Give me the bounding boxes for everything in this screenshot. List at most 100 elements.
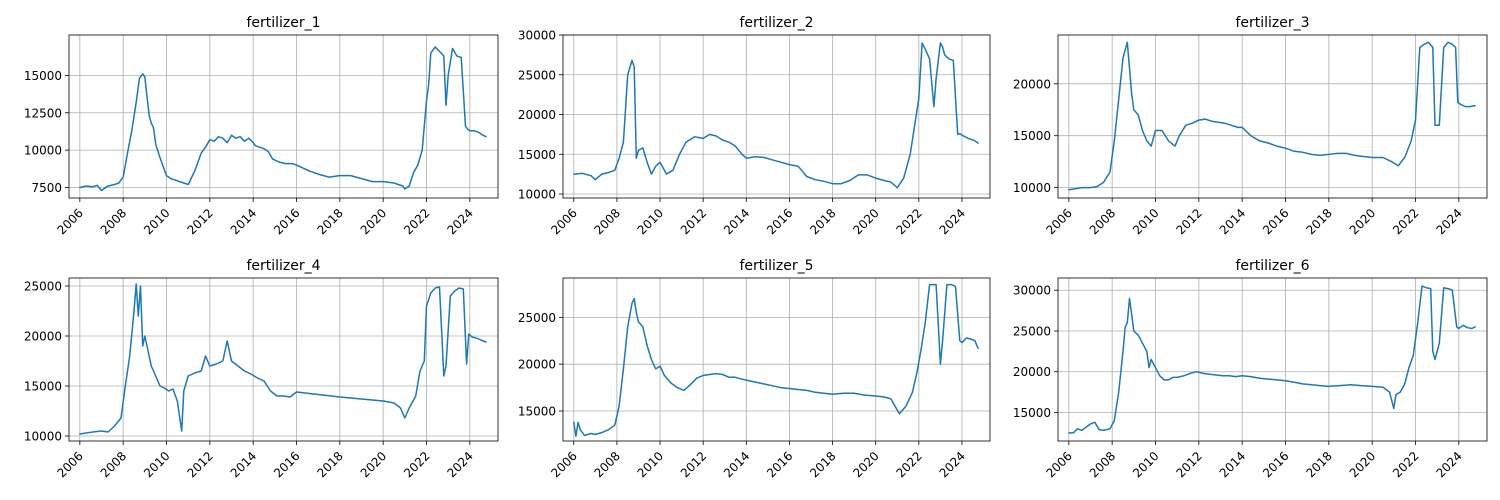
x-tick-label: 2014 [721, 449, 752, 480]
subplot-2: 2006 2008 2010 2012 2014 2016 2018 2020 2022 2024… [518, 15, 991, 237]
y-tick-label: 20000 [518, 108, 556, 122]
series-line [573, 42, 979, 189]
y-tick-label: 10000 [24, 430, 62, 444]
x-tick-label: 2020 [850, 206, 881, 237]
series-line [79, 46, 487, 192]
y-tick-label: 15000 [1013, 129, 1051, 143]
y-tick-label: 20000 [1013, 77, 1051, 91]
y-tick-label: 15000 [518, 405, 556, 419]
x-tick-label: 2006 [54, 206, 85, 237]
series-line [573, 283, 979, 438]
y-tick-label: 15000 [518, 148, 556, 162]
x-tick-label: 2014 [228, 449, 259, 480]
subplot-3: 2006 2008 2010 2012 2014 2016 2018 2020 2022 2024… [1013, 15, 1488, 237]
subplot-1: 2006 2008 2010 2012 2014 2016 2018 2020 2022 2024… [24, 15, 499, 237]
x-tick-label: 2014 [228, 206, 259, 237]
x-tick-label: 2018 [314, 449, 345, 480]
axes-frame [1057, 34, 1488, 199]
x-tick-label: 2014 [1217, 206, 1248, 237]
y-tick-label: 25000 [1013, 324, 1051, 338]
axes-frame [1057, 277, 1488, 442]
y-tick-label: 20000 [24, 330, 62, 344]
x-tick-label: 2008 [592, 449, 623, 480]
x-tick-label: 2022 [401, 449, 432, 480]
subplot-title: fertilizer_4 [246, 258, 320, 274]
x-tick-label: 2022 [401, 206, 432, 237]
x-tick-label: 2024 [937, 206, 968, 237]
x-tick-label: 2010 [141, 206, 172, 237]
y-tick-label: 10000 [24, 144, 62, 158]
y-tick-label: 25000 [518, 68, 556, 82]
y-tick-label: 7500 [31, 181, 62, 195]
x-tick-label: 2024 [444, 449, 475, 480]
x-tick-label: 2008 [98, 206, 129, 237]
subplot-5: 2006 2008 2010 2012 2014 2016 2018 2020 2022 2024… [518, 258, 991, 480]
subplot-title: fertilizer_6 [1235, 258, 1309, 274]
axes-frame [68, 277, 499, 442]
x-tick-label: 2016 [271, 206, 302, 237]
axes-frame [68, 34, 499, 199]
x-tick-label: 2012 [184, 449, 215, 480]
x-tick-label: 2006 [1043, 206, 1074, 237]
x-tick-label: 2006 [548, 206, 579, 237]
x-tick-label: 2016 [271, 449, 302, 480]
x-tick-label: 2016 [764, 449, 795, 480]
x-tick-label: 2012 [184, 206, 215, 237]
x-tick-label: 2014 [721, 206, 752, 237]
x-tick-label: 2022 [893, 206, 924, 237]
x-tick-label: 2018 [314, 206, 345, 237]
subplot-title: fertilizer_1 [246, 15, 320, 31]
subplot-title: fertilizer_5 [739, 258, 813, 274]
y-tick-label: 20000 [1013, 365, 1051, 379]
x-tick-label: 2010 [635, 206, 666, 237]
x-tick-label: 2012 [678, 449, 709, 480]
x-tick-label: 2022 [1390, 206, 1421, 237]
y-tick-label: 15000 [1013, 406, 1051, 420]
x-tick-label: 2010 [1130, 449, 1161, 480]
subplot-title: fertilizer_2 [739, 15, 813, 31]
y-tick-label: 30000 [518, 29, 556, 43]
x-tick-label: 2024 [1433, 206, 1464, 237]
y-tick-label: 15000 [24, 69, 62, 83]
x-tick-label: 2012 [1173, 449, 1204, 480]
x-tick-label: 2010 [1130, 206, 1161, 237]
x-tick-label: 2008 [98, 449, 129, 480]
x-tick-label: 2006 [54, 449, 85, 480]
y-tick-label: 20000 [518, 358, 556, 372]
x-tick-label: 2020 [850, 449, 881, 480]
x-tick-label: 2020 [358, 449, 389, 480]
x-tick-label: 2018 [1303, 206, 1334, 237]
subplot-6: 2006 2008 2010 2012 2014 2016 2018 2020 2022 2024… [1013, 258, 1488, 480]
x-tick-label: 2020 [1347, 206, 1378, 237]
x-tick-label: 2018 [807, 206, 838, 237]
x-tick-label: 2012 [1173, 206, 1204, 237]
x-tick-label: 2024 [937, 449, 968, 480]
y-tick-label: 15000 [24, 380, 62, 394]
y-tick-label: 10000 [518, 188, 556, 202]
y-tick-label: 10000 [1013, 181, 1051, 195]
x-tick-label: 2016 [764, 206, 795, 237]
x-tick-label: 2008 [592, 206, 623, 237]
x-tick-label: 2006 [1043, 449, 1074, 480]
x-tick-label: 2024 [444, 206, 475, 237]
x-tick-label: 2018 [1303, 449, 1334, 480]
axes-frame [562, 277, 991, 442]
x-tick-label: 2020 [358, 206, 389, 237]
series-line [1068, 41, 1476, 191]
x-tick-label: 2010 [635, 449, 666, 480]
y-tick-label: 25000 [518, 311, 556, 325]
y-tick-label: 25000 [24, 280, 62, 294]
x-tick-label: 2014 [1217, 449, 1248, 480]
subplot-4: 2006 2008 2010 2012 2014 2016 2018 2020 2022 2024… [24, 258, 499, 480]
x-tick-label: 2024 [1433, 449, 1464, 480]
x-tick-label: 2016 [1260, 206, 1291, 237]
x-tick-label: 2022 [1390, 449, 1421, 480]
x-tick-label: 2022 [893, 449, 924, 480]
series-line [1068, 285, 1476, 434]
y-tick-label: 30000 [1013, 284, 1051, 298]
x-tick-label: 2006 [548, 449, 579, 480]
axes-frame [562, 34, 991, 199]
x-tick-label: 2016 [1260, 449, 1291, 480]
x-tick-label: 2020 [1347, 449, 1378, 480]
